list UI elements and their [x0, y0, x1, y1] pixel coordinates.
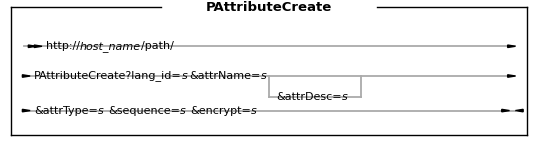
Polygon shape [23, 109, 30, 112]
Text: &attrType=: &attrType= [34, 106, 98, 116]
Polygon shape [502, 109, 509, 112]
Text: s: s [342, 92, 347, 102]
Text: s: s [182, 71, 187, 81]
Text: PAttributeCreate?lang_id=: PAttributeCreate?lang_id= [34, 70, 182, 81]
Text: s: s [261, 71, 267, 81]
Text: &encrypt=: &encrypt= [190, 106, 251, 116]
Polygon shape [515, 109, 523, 112]
Polygon shape [34, 45, 42, 48]
Text: &attrDesc=: &attrDesc= [276, 92, 342, 102]
Polygon shape [23, 75, 30, 77]
Text: http://: http:// [46, 41, 80, 51]
Polygon shape [508, 75, 515, 77]
Text: /path/: /path/ [141, 41, 174, 51]
Text: &attrName=: &attrName= [189, 71, 261, 81]
Text: s: s [180, 106, 186, 116]
Text: PAttributeCreate: PAttributeCreate [206, 1, 332, 14]
Text: s: s [251, 106, 257, 116]
Polygon shape [29, 45, 36, 48]
Text: host_name: host_name [80, 41, 141, 52]
Polygon shape [508, 45, 515, 48]
Text: s: s [98, 106, 103, 116]
Text: &sequence=: &sequence= [108, 106, 180, 116]
